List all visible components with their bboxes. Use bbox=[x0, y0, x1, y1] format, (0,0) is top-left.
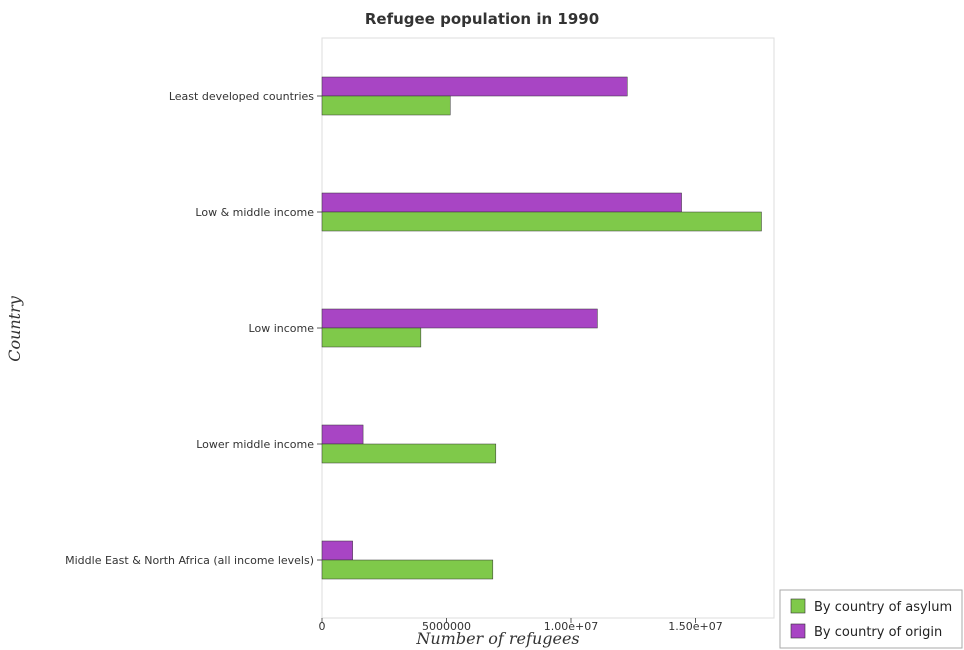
legend-swatch-asylum bbox=[790, 598, 806, 614]
bar-asylum bbox=[321, 327, 422, 348]
bar-asylum bbox=[321, 95, 451, 116]
legend-label-asylum: By country of asylum bbox=[814, 600, 952, 615]
x-axis-label: Number of refugees bbox=[415, 629, 579, 648]
bar-asylum bbox=[321, 211, 762, 232]
bar-origin bbox=[321, 192, 682, 213]
bar-asylum bbox=[321, 443, 497, 464]
x-tick-label: 1.00e+07 bbox=[544, 620, 598, 633]
y-tick-label: Least developed countries bbox=[169, 90, 314, 103]
bars-group bbox=[321, 76, 762, 580]
legend-swatch-origin bbox=[790, 623, 806, 639]
x-tick-label: 5000000 bbox=[422, 620, 471, 633]
x-tick-label: 1.50e+07 bbox=[668, 620, 722, 633]
y-tick-labels: Least developed countries Low & middle in… bbox=[65, 90, 322, 567]
bar-origin bbox=[321, 308, 598, 329]
legend-box bbox=[779, 589, 963, 649]
y-tick-label: Low income bbox=[249, 322, 315, 335]
chart-title: Refugee population in 1990 bbox=[365, 10, 599, 28]
bar-asylum bbox=[321, 559, 494, 580]
y-tick-label: Lower middle income bbox=[196, 438, 314, 451]
legend-label-origin: By country of origin bbox=[814, 625, 942, 640]
x-tick-label: 0 bbox=[319, 620, 326, 633]
bar-origin bbox=[321, 424, 364, 445]
y-tick-label: Middle East & North Africa (all income l… bbox=[65, 554, 314, 567]
bar-origin bbox=[321, 76, 628, 97]
legend: By country of asylum By country of origi… bbox=[779, 589, 963, 649]
y-tick-label: Low & middle income bbox=[195, 206, 314, 219]
bar-origin bbox=[321, 540, 353, 561]
y-axis-label: Country bbox=[5, 295, 24, 362]
x-tick-labels: 0 5000000 1.00e+07 1.50e+07 bbox=[319, 618, 723, 633]
